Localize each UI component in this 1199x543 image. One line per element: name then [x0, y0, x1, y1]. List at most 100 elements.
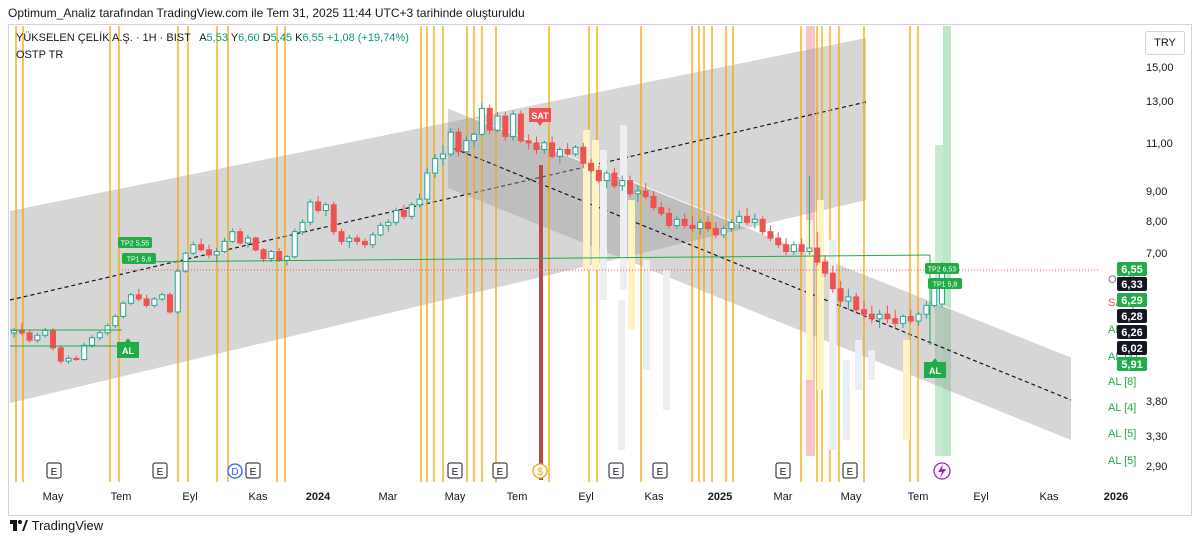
candle-body-84 [666, 212, 673, 226]
candle-117 [923, 301, 930, 319]
candle-body-45 [361, 240, 368, 246]
candle-21 [174, 269, 181, 315]
candle-33 [268, 249, 275, 263]
candle-body-76 [603, 172, 610, 182]
tp-text-0: TP2 5,55 [121, 241, 150, 248]
candle-body-101 [798, 244, 805, 252]
candle-body-39 [315, 201, 322, 211]
candle-body-104 [822, 261, 829, 274]
price-badge-text-3: 6,28 [1121, 311, 1142, 323]
candle-36 [291, 228, 298, 259]
x-tick-9: Kas [645, 491, 664, 503]
candle-114 [900, 314, 907, 329]
candle-body-27 [221, 240, 228, 252]
event-marker-label-0: E [51, 467, 58, 478]
tp-label-0: TP2 5,55 [118, 237, 152, 248]
candle-80 [634, 185, 641, 202]
change-value: +1,08 (+19,74%) [326, 32, 409, 44]
tp-badge-3 [928, 278, 962, 289]
candle-51 [408, 201, 415, 220]
candle-43 [346, 234, 353, 249]
candle-body-70 [556, 148, 563, 157]
candle-body-11 [96, 332, 103, 339]
symbol-info[interactable]: YÜKSELEN ÇELİK A.Ş. · 1H · BIST [16, 32, 191, 44]
distribution-bar-6 [663, 270, 670, 410]
event-marker-8[interactable]: E [652, 462, 668, 479]
candle-93 [736, 210, 743, 229]
candle-42 [338, 228, 345, 245]
distribution-bar-4 [628, 200, 635, 330]
event-marker-2[interactable]: D [227, 463, 243, 479]
price-badge-bg-3 [1117, 309, 1147, 323]
tradingview-logo[interactable]: TradingView [10, 518, 103, 533]
candle-40 [322, 201, 329, 217]
candle-76 [603, 170, 610, 189]
candle-60 [478, 102, 485, 137]
distribution-bar-3 [620, 125, 627, 290]
event-marker-9[interactable]: E [775, 462, 791, 479]
event-marker-6[interactable]: $ [532, 463, 548, 479]
candle-74 [588, 158, 595, 174]
price-badge-bg-6 [1117, 357, 1147, 371]
event-marker-1[interactable]: E [152, 462, 168, 479]
candle-body-85 [673, 218, 680, 226]
candle-85 [673, 216, 680, 229]
signal-marker-2[interactable]: SAT [529, 108, 551, 126]
candle-11 [96, 330, 103, 341]
price-badge-5: 6,02 [1117, 341, 1147, 355]
candle-5 [49, 328, 56, 351]
signal-marker-0[interactable]: AL [117, 338, 139, 358]
candle-7 [65, 355, 72, 364]
distribution-bar-8 [806, 220, 813, 380]
candle-112 [884, 305, 891, 324]
x-tick-10: 2025 [708, 491, 732, 503]
event-marker-bg-10 [842, 462, 858, 479]
candle-50 [400, 204, 407, 220]
candle-body-41 [330, 204, 337, 233]
currency-button[interactable]: TRY [1145, 31, 1185, 55]
candle-body-38 [307, 201, 314, 223]
candle-body-21 [174, 270, 181, 313]
candle-body-52 [416, 198, 423, 206]
candle-29 [237, 228, 244, 245]
y-tick-7: 3,30 [1146, 431, 1167, 443]
x-tick-16: 2026 [1104, 491, 1128, 503]
candle-body-114 [900, 315, 907, 324]
candle-body-112 [884, 313, 891, 320]
candle-52 [416, 193, 423, 208]
candle-body-16 [135, 294, 142, 300]
candle-body-69 [549, 142, 556, 157]
event-marker-label-4: E [452, 467, 459, 478]
candle-body-3 [34, 334, 41, 341]
candle-46 [369, 231, 376, 249]
candle-body-94 [744, 215, 751, 223]
event-marker-0[interactable]: E [46, 462, 62, 479]
x-tick-12: May [841, 491, 862, 503]
chart-frame [8, 24, 1192, 516]
event-marker-5[interactable]: E [492, 462, 508, 479]
candle-body-93 [736, 215, 743, 223]
lightning-icon[interactable] [933, 462, 951, 480]
candle-44 [354, 234, 361, 245]
signal-marker-1[interactable]: AL [924, 358, 946, 378]
candle-63 [502, 112, 509, 141]
candle-96 [759, 216, 766, 235]
event-marker-4[interactable]: E [447, 462, 463, 479]
candle-body-2 [26, 332, 33, 341]
indicator-name[interactable]: OSTP TR [16, 49, 64, 61]
candle-body-22 [182, 252, 189, 272]
candle-body-18 [151, 298, 158, 306]
side-label-7: AL [5] [1108, 455, 1136, 467]
ohlc-legend: YÜKSELEN ÇELİK A.Ş. · 1H · BIST A5,53 Y6… [16, 32, 409, 44]
candle-body-106 [837, 288, 844, 302]
event-marker-3[interactable]: E [245, 462, 261, 479]
candle-89 [705, 216, 712, 232]
candle-27 [221, 238, 228, 254]
candle-body-42 [338, 231, 345, 242]
candle-102 [806, 175, 813, 255]
event-marker-10[interactable]: E [842, 462, 858, 479]
event-marker-label-10: E [847, 467, 854, 478]
candle-body-98 [775, 237, 782, 246]
event-marker-7[interactable]: E [608, 462, 624, 479]
